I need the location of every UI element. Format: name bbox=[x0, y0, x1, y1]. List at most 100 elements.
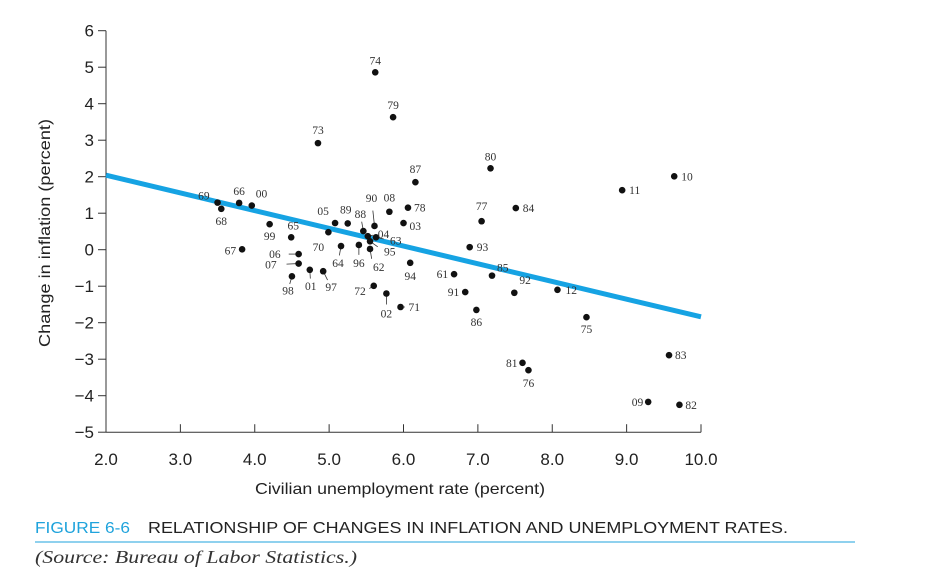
point-marker bbox=[670, 173, 678, 180]
x-tick-label: 10.0 bbox=[684, 450, 717, 469]
point-label: 82 bbox=[685, 400, 697, 412]
y-axis-label: Change in inflation (percent) bbox=[37, 119, 54, 347]
point-label: 63 bbox=[390, 235, 402, 247]
y-tick-label: 1 bbox=[85, 204, 94, 223]
source-note: (Source: Bureau of Labor Statistics.) bbox=[35, 547, 357, 568]
y-tick-label: −2 bbox=[75, 314, 94, 333]
data-point-86: 86 bbox=[471, 306, 483, 329]
point-marker bbox=[366, 238, 374, 245]
data-point-77: 77 bbox=[476, 201, 488, 225]
point-marker bbox=[360, 227, 367, 235]
point-marker bbox=[235, 199, 243, 207]
point-label: 89 bbox=[340, 204, 352, 216]
point-marker bbox=[366, 245, 374, 253]
point-label: 92 bbox=[519, 275, 531, 287]
data-point-71: 71 bbox=[397, 302, 420, 314]
point-marker bbox=[214, 199, 221, 206]
point-marker bbox=[306, 266, 314, 274]
point-marker bbox=[319, 267, 327, 275]
point-label: 97 bbox=[325, 282, 337, 294]
point-label: 78 bbox=[414, 203, 426, 215]
y-tick-label: 6 bbox=[85, 22, 94, 41]
point-marker bbox=[325, 228, 332, 236]
data-point-08: 08 bbox=[384, 193, 395, 216]
point-marker bbox=[676, 401, 683, 409]
data-point-93: 93 bbox=[466, 242, 488, 254]
data-point-04: 04 bbox=[364, 229, 390, 241]
point-label: 02 bbox=[381, 309, 393, 321]
y-tick-label: −4 bbox=[75, 387, 94, 406]
data-point-97: 97 bbox=[319, 267, 337, 294]
data-point-10: 10 bbox=[670, 171, 693, 183]
point-marker bbox=[364, 232, 372, 240]
data-point-99: 99 bbox=[264, 220, 276, 243]
point-marker bbox=[461, 288, 469, 296]
point-marker bbox=[295, 250, 302, 258]
point-marker bbox=[512, 204, 520, 212]
data-point-76: 76 bbox=[523, 366, 535, 390]
y-tick-label: −5 bbox=[75, 423, 94, 442]
point-label: 86 bbox=[471, 317, 483, 329]
data-point-61: 61 bbox=[437, 269, 458, 281]
data-point-79: 79 bbox=[387, 100, 399, 121]
point-marker bbox=[238, 246, 246, 253]
data-point-94: 94 bbox=[404, 259, 416, 283]
point-label: 95 bbox=[384, 246, 396, 258]
point-label: 66 bbox=[233, 186, 245, 198]
x-tick-label: 5.0 bbox=[317, 450, 341, 469]
point-label: 10 bbox=[681, 171, 693, 183]
x-tick-label: 8.0 bbox=[540, 450, 564, 469]
point-marker bbox=[583, 313, 590, 321]
point-label: 11 bbox=[629, 185, 640, 197]
point-marker bbox=[337, 242, 345, 250]
data-point-11: 11 bbox=[618, 185, 640, 197]
x-tick-label: 9.0 bbox=[615, 450, 639, 469]
point-label: 90 bbox=[366, 193, 378, 205]
point-label: 04 bbox=[378, 229, 390, 241]
point-label: 76 bbox=[523, 378, 535, 390]
point-label: 73 bbox=[312, 125, 324, 137]
data-point-70: 70 bbox=[313, 228, 332, 254]
point-label: 99 bbox=[264, 231, 276, 243]
data-point-89: 89 bbox=[340, 204, 352, 227]
point-label: 01 bbox=[305, 281, 317, 293]
point-label: 74 bbox=[369, 55, 381, 67]
point-marker bbox=[473, 306, 480, 314]
point-label: 80 bbox=[485, 151, 497, 163]
point-label: 03 bbox=[410, 221, 422, 233]
point-label: 68 bbox=[216, 216, 228, 228]
y-tick-label: 5 bbox=[85, 58, 94, 77]
data-point-12: 12 bbox=[554, 285, 577, 297]
data-point-98: 98 bbox=[282, 273, 296, 297]
data-point-65: 65 bbox=[287, 220, 299, 241]
point-label: 07 bbox=[265, 260, 277, 272]
data-point-91: 91 bbox=[448, 287, 469, 299]
data-point-74: 74 bbox=[369, 55, 381, 76]
point-marker bbox=[519, 359, 526, 367]
point-marker bbox=[371, 69, 379, 76]
point-marker bbox=[400, 219, 407, 227]
data-point-07: 07 bbox=[265, 260, 302, 272]
point-marker bbox=[217, 205, 225, 213]
point-label: 84 bbox=[523, 203, 535, 215]
point-marker bbox=[488, 272, 496, 279]
data-point-73: 73 bbox=[312, 125, 324, 147]
y-tick-label: 3 bbox=[85, 131, 94, 150]
point-label: 79 bbox=[387, 100, 399, 112]
point-label: 09 bbox=[632, 397, 644, 409]
point-marker bbox=[450, 270, 458, 278]
data-point-85: 85 bbox=[488, 263, 509, 279]
point-marker bbox=[554, 286, 561, 294]
data-point-03: 03 bbox=[400, 219, 422, 233]
point-label: 12 bbox=[565, 285, 577, 297]
data-point-95: 95 bbox=[366, 238, 396, 258]
data-point-82: 82 bbox=[676, 400, 697, 412]
figure-title: RELATIONSHIP OF CHANGES IN INFLATION AND… bbox=[148, 520, 788, 537]
point-marker bbox=[386, 208, 393, 216]
point-label: 05 bbox=[317, 206, 329, 218]
x-tick-label: 3.0 bbox=[169, 450, 193, 469]
point-marker bbox=[397, 303, 404, 311]
y-tick-label: 2 bbox=[85, 168, 94, 187]
data-point-80: 80 bbox=[485, 151, 497, 172]
